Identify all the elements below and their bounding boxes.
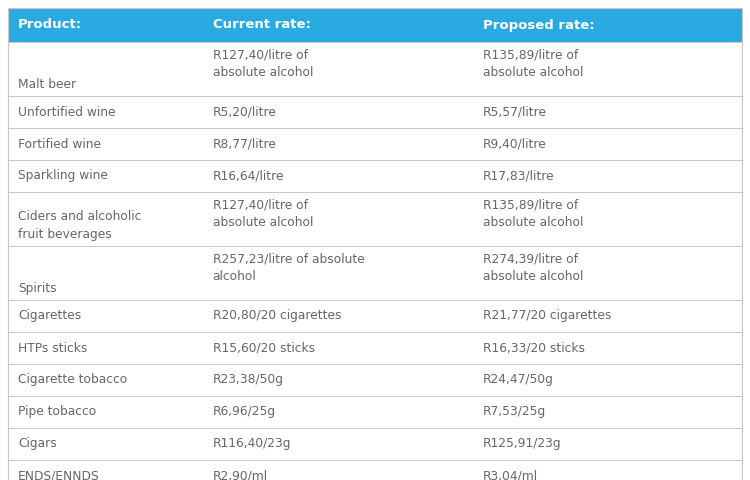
Text: Cigarette tobacco: Cigarette tobacco	[18, 373, 128, 386]
Text: R8,77/litre: R8,77/litre	[212, 137, 277, 151]
Text: R5,20/litre: R5,20/litre	[212, 106, 277, 119]
Text: R16,64/litre: R16,64/litre	[212, 169, 284, 182]
Text: Ciders and alcoholic
fruit beverages: Ciders and alcoholic fruit beverages	[18, 211, 141, 241]
Text: R127,40/litre of
absolute alcohol: R127,40/litre of absolute alcohol	[212, 198, 313, 228]
Text: Fortified wine: Fortified wine	[18, 137, 101, 151]
Text: HTPs sticks: HTPs sticks	[18, 341, 87, 355]
Text: R135,89/litre of
absolute alcohol: R135,89/litre of absolute alcohol	[482, 48, 583, 79]
Text: Malt beer: Malt beer	[18, 78, 76, 91]
Text: R257,23/litre of absolute
alcohol: R257,23/litre of absolute alcohol	[212, 252, 364, 283]
Text: R127,40/litre of
absolute alcohol: R127,40/litre of absolute alcohol	[212, 48, 313, 79]
Text: R6,96/25g: R6,96/25g	[212, 406, 276, 419]
Text: Cigars: Cigars	[18, 437, 57, 451]
Text: R2,90/ml: R2,90/ml	[212, 469, 268, 480]
Text: R116,40/23g: R116,40/23g	[212, 437, 291, 451]
Text: R20,80/20 cigarettes: R20,80/20 cigarettes	[212, 310, 341, 323]
Text: R9,40/litre: R9,40/litre	[482, 137, 546, 151]
Text: R17,83/litre: R17,83/litre	[482, 169, 554, 182]
Bar	[8, 8, 742, 42]
Text: Sparkling wine: Sparkling wine	[18, 169, 108, 182]
Text: Pipe tobacco: Pipe tobacco	[18, 406, 96, 419]
Text: R16,33/20 sticks: R16,33/20 sticks	[482, 341, 584, 355]
Text: R125,91/23g: R125,91/23g	[482, 437, 561, 451]
Text: ENDS/ENNDS: ENDS/ENNDS	[18, 469, 100, 480]
Text: R5,57/litre: R5,57/litre	[482, 106, 547, 119]
Text: Proposed rate:: Proposed rate:	[482, 19, 594, 32]
Text: R3,04/ml: R3,04/ml	[482, 469, 538, 480]
Text: R15,60/20 sticks: R15,60/20 sticks	[212, 341, 315, 355]
Text: Current rate:: Current rate:	[212, 19, 310, 32]
Text: R7,53/25g: R7,53/25g	[482, 406, 546, 419]
Text: R23,38/50g: R23,38/50g	[212, 373, 284, 386]
Text: Cigarettes: Cigarettes	[18, 310, 81, 323]
Text: R274,39/litre of
absolute alcohol: R274,39/litre of absolute alcohol	[482, 252, 583, 283]
Text: Unfortified wine: Unfortified wine	[18, 106, 116, 119]
Text: R24,47/50g: R24,47/50g	[482, 373, 554, 386]
Text: Spirits: Spirits	[18, 282, 57, 295]
Text: Product:: Product:	[18, 19, 82, 32]
Text: R21,77/20 cigarettes: R21,77/20 cigarettes	[482, 310, 611, 323]
Text: R135,89/litre of
absolute alcohol: R135,89/litre of absolute alcohol	[482, 198, 583, 228]
